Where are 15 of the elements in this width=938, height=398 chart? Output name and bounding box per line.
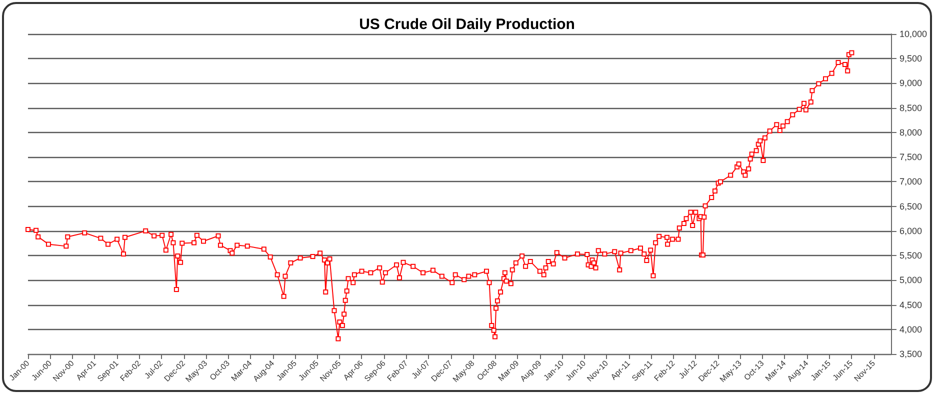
y-tick-label: 5,000 — [899, 275, 922, 286]
y-tick-label: 3,500 — [899, 349, 922, 359]
y-tick-label: 9,000 — [899, 78, 922, 88]
y-tick-label: 8,000 — [899, 127, 922, 138]
y-tick-label: 5,500 — [899, 250, 922, 261]
y-tick-label: 8,500 — [899, 102, 922, 113]
y-tick-label: 6,000 — [899, 226, 922, 236]
y-tick-label: 4,000 — [899, 324, 922, 334]
chart-title: US Crude Oil Daily Production — [359, 16, 575, 33]
y-tick-label: 9,500 — [899, 54, 922, 64]
y-tick-label: 6,500 — [899, 201, 922, 212]
y-tick-label: 10,000 — [899, 29, 928, 39]
y-tick-label: 7,500 — [899, 152, 922, 162]
y-tick-label: 7,000 — [899, 176, 922, 187]
y-tick-label: 4,500 — [899, 300, 922, 310]
